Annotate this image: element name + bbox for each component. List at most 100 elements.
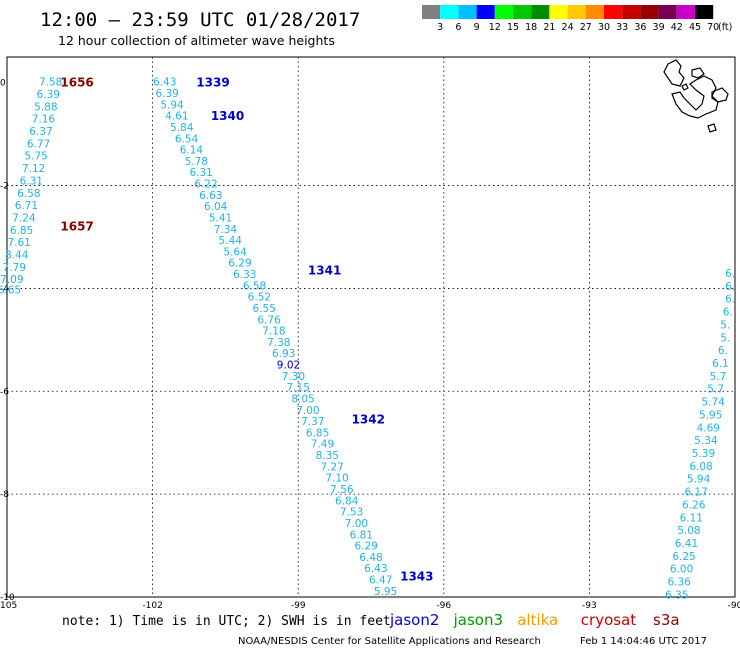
swh-value: 6.47 [369, 575, 392, 587]
satellite-name: jason2 [389, 611, 439, 629]
swh-value: 7.61 [7, 237, 30, 249]
satellite-legend: jason2 jason3 altika cryosat s3a [389, 611, 680, 629]
swh-value: 5.94 [687, 474, 711, 486]
pass-label: 1342 [352, 413, 385, 427]
swh-value: 8.05 [291, 393, 314, 405]
swh-value: 6.29 [354, 541, 377, 553]
altimeter-tracks: 7.586.395.887.166.376.775.757.126.316.58… [0, 76, 735, 602]
legend-label: 3 [437, 22, 443, 33]
swh-value: 6.55 [253, 303, 276, 315]
swh-value: 7.58 [39, 77, 62, 89]
legend-swatch [622, 5, 641, 19]
galapagos-islands-outline [663, 59, 729, 133]
legend-swatch [585, 5, 604, 19]
swh-value: 6.54 [175, 133, 199, 145]
swh-value: 6. [723, 307, 733, 319]
swh-value: 6.31 [189, 167, 212, 179]
legend-swatch [640, 5, 659, 19]
swh-value: 7.18 [262, 326, 285, 338]
swh-value: 6.85 [10, 225, 33, 237]
legend-swatch [422, 5, 441, 19]
swh-value: 6.39 [155, 88, 178, 100]
swh-value: 7.12 [22, 163, 45, 175]
swh-value: 6.14 [180, 145, 204, 157]
swh-value: 5.95 [374, 586, 397, 598]
swh-value: 6.35 [665, 589, 688, 601]
swh-value: 6.76 [257, 314, 281, 326]
swh-value: 7.27 [320, 461, 343, 473]
legend-swatch [531, 5, 550, 19]
pass-label: 1339 [196, 76, 229, 90]
track-right-edge: 6.6.6.6.5.5.6.6.15.75.75.745.954.695.345… [665, 268, 735, 601]
pass-label: 1340 [211, 109, 244, 123]
pass-label: 1341 [308, 263, 341, 277]
swh-value: 7.09 [0, 274, 23, 286]
satellite-name: altika [517, 611, 558, 629]
swh-value: 7.10 [325, 473, 348, 485]
footer-timestamp: Feb 1 14:04:46 UTC 2017 [580, 636, 707, 647]
map-frame [6, 56, 736, 598]
lon-tick-label: -93 [582, 601, 597, 611]
swh-value: 5.64 [223, 246, 247, 258]
swh-value: 5. [720, 332, 730, 344]
track-jason2: 6.436.395.944.615.846.546.145.786.316.22… [153, 76, 433, 598]
swh-value: 9.02 [277, 360, 300, 372]
swh-value: 6.1 [712, 358, 729, 370]
swh-value: 7.24 [12, 212, 36, 224]
swh-value: 5.84 [170, 122, 194, 134]
swh-value: 6.63 [199, 190, 222, 202]
swh-value: 5.88 [34, 101, 57, 113]
swh-value: 6.93 [272, 348, 295, 360]
swh-value: 5.34 [694, 435, 718, 447]
swh-value: 5.75 [24, 151, 47, 163]
lat-lon-grid: -105 -102 -99 -96 -93 -90 0 -2 -4 -6 -8 -10 [0, 57, 740, 611]
legend-label: 45 [689, 22, 701, 33]
swh-value: 6.58 [243, 280, 266, 292]
swh-value: 7.30 [282, 371, 305, 383]
legend-label: 42 [671, 22, 683, 33]
legend-swatch [658, 5, 677, 19]
color-legend: 3 6 9 12 15 18 21 24 27 30 33 36 39 42 45 70(ft) [422, 5, 732, 33]
swh-value: 5.44 [219, 235, 243, 247]
legend-label: 18 [525, 22, 537, 33]
pass-label: 1656 [60, 76, 93, 90]
swh-value: 6.58 [17, 188, 40, 200]
legend-label: 70 [707, 22, 719, 33]
swh-value: 6.31 [20, 175, 43, 187]
swh-value: 7.79 [3, 262, 26, 274]
swh-value: 6.00 [670, 564, 693, 576]
swh-value: 6.39 [37, 89, 60, 101]
swh-value: 7.34 [214, 224, 238, 236]
swh-value: 7.37 [301, 416, 324, 428]
legend-swatch [695, 5, 714, 19]
map-subtitle: 12 hour collection of altimeter wave hei… [58, 33, 335, 48]
swh-value: 4.61 [165, 111, 188, 123]
swh-value: 6.37 [29, 126, 52, 138]
lat-tick-label: -8 [0, 490, 9, 500]
swh-value: 7.15 [287, 382, 310, 394]
swh-value: 7.16 [32, 114, 56, 126]
legend-swatch [440, 5, 459, 19]
swh-value: 5.41 [209, 212, 232, 224]
swh-value: 6.52 [248, 292, 271, 304]
swh-value: 6.25 [672, 551, 695, 563]
lon-tick-label: -90 [728, 601, 740, 611]
swh-value: 6.29 [228, 258, 251, 270]
swh-value: 5.7 [710, 371, 727, 383]
lat-tick-label: -6 [0, 387, 9, 397]
pass-label: 1657 [60, 220, 93, 234]
swh-value: 6.41 [675, 538, 698, 550]
swh-value: 6.65 [0, 284, 21, 296]
lon-tick-label: -105 [0, 601, 17, 611]
lat-tick-label: -10 [0, 593, 15, 603]
swh-value: 6.26 [682, 499, 706, 511]
swh-value: 6.71 [15, 200, 38, 212]
legend-label: 33 [616, 22, 628, 33]
swh-value: 6.33 [233, 269, 256, 281]
swh-value: 6. [725, 294, 735, 306]
legend-label: 39 [653, 22, 665, 33]
swh-value: 6.81 [350, 529, 373, 541]
swh-value: 6.84 [335, 495, 359, 507]
lat-tick-label: 0 [0, 79, 6, 89]
